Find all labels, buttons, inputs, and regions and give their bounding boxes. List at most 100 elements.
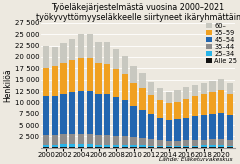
Bar [148, 139, 154, 145]
Bar [183, 87, 189, 99]
Bar [174, 147, 181, 148]
Bar [218, 113, 224, 139]
Bar [183, 140, 189, 146]
Bar [157, 88, 163, 100]
Bar [113, 147, 119, 148]
Bar [87, 147, 93, 148]
Bar [122, 100, 128, 136]
Bar [139, 138, 146, 145]
Bar [210, 139, 216, 145]
Bar [131, 66, 137, 82]
Bar [131, 137, 137, 145]
Bar [227, 140, 233, 145]
Bar [69, 39, 75, 60]
Bar [148, 145, 154, 147]
Bar [104, 42, 110, 64]
Bar [131, 145, 137, 147]
Bar [113, 145, 119, 147]
Bar [104, 145, 110, 147]
Bar [166, 92, 172, 103]
Bar [201, 140, 207, 145]
Bar [87, 58, 93, 91]
Y-axis label: Henkilöä: Henkilöä [3, 69, 12, 102]
Bar [166, 146, 172, 147]
Bar [201, 145, 207, 147]
Bar [174, 102, 181, 119]
Bar [87, 91, 93, 134]
Bar [218, 139, 224, 145]
Bar [113, 69, 119, 97]
Bar [166, 120, 172, 141]
Bar [174, 90, 181, 102]
Bar [131, 106, 137, 137]
Bar [78, 58, 84, 91]
Bar [148, 114, 154, 139]
Bar [60, 147, 67, 148]
Bar [96, 135, 102, 144]
Bar [113, 97, 119, 136]
Bar [218, 147, 224, 148]
Bar [183, 118, 189, 140]
Title: Työeläkejärjestelmästä vuosina 2000–2021
työkyvyttömyyseläkkeelle siirtyneet ikä: Työeläkejärjestelmästä vuosina 2000–2021… [36, 3, 240, 22]
Bar [78, 91, 84, 134]
Bar [183, 146, 189, 147]
Bar [201, 83, 207, 94]
Bar [69, 60, 75, 92]
Bar [210, 145, 216, 147]
Bar [139, 73, 146, 88]
Bar [69, 144, 75, 147]
Legend: 60–, 55–59, 45–54, 35–44, 25–34, Alle 25: 60–, 55–59, 45–54, 35–44, 25–34, Alle 25 [206, 23, 237, 64]
Bar [96, 63, 102, 94]
Bar [52, 66, 58, 96]
Bar [218, 145, 224, 147]
Bar [131, 147, 137, 148]
Bar [183, 99, 189, 118]
Bar [227, 94, 233, 115]
Bar [192, 96, 198, 116]
Bar [43, 96, 49, 135]
Bar [227, 83, 233, 94]
Bar [60, 134, 67, 144]
Bar [192, 140, 198, 145]
Bar [174, 141, 181, 146]
Bar [122, 74, 128, 100]
Bar [60, 43, 67, 63]
Bar [96, 147, 102, 148]
Bar [139, 110, 146, 138]
Bar [201, 94, 207, 115]
Bar [52, 47, 58, 66]
Bar [192, 147, 198, 148]
Bar [96, 94, 102, 135]
Bar [210, 92, 216, 114]
Bar [148, 147, 154, 148]
Bar [113, 49, 119, 69]
Bar [52, 135, 58, 145]
Bar [210, 147, 216, 148]
Bar [210, 114, 216, 139]
Bar [139, 145, 146, 147]
Bar [210, 81, 216, 92]
Bar [78, 34, 84, 58]
Bar [166, 141, 172, 146]
Bar [60, 93, 67, 134]
Bar [148, 82, 154, 95]
Bar [139, 147, 146, 148]
Bar [52, 147, 58, 148]
Bar [157, 147, 163, 148]
Bar [192, 145, 198, 147]
Bar [78, 147, 84, 148]
Bar [131, 82, 137, 106]
Bar [69, 92, 75, 134]
Bar [69, 134, 75, 144]
Bar [174, 146, 181, 147]
Bar [166, 103, 172, 120]
Bar [52, 96, 58, 135]
Bar [87, 134, 93, 144]
Bar [157, 146, 163, 147]
Bar [157, 140, 163, 146]
Bar [104, 135, 110, 145]
Bar [43, 147, 49, 148]
Bar [139, 88, 146, 110]
Bar [43, 145, 49, 147]
Bar [104, 94, 110, 135]
